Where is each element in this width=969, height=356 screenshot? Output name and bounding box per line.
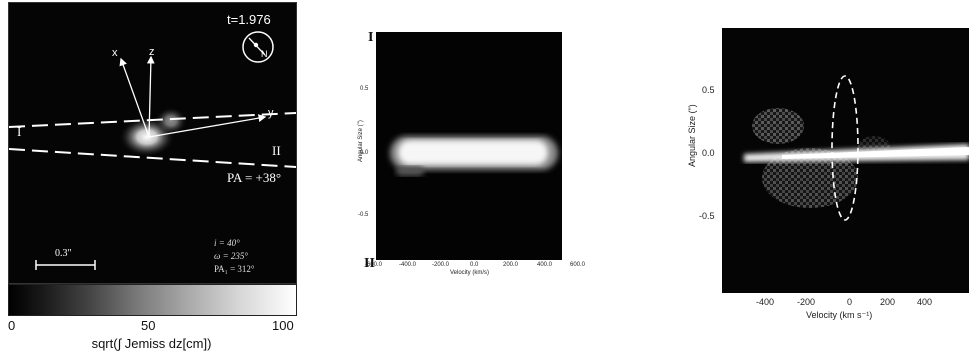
- axis-y-label: y: [268, 107, 274, 119]
- pv-xtick-200: 200.0: [503, 262, 519, 268]
- observed-pv-panel: [722, 28, 969, 293]
- simulation-image: [8, 31, 297, 270]
- compass-north-label: N: [261, 49, 268, 59]
- observed-pv-image: [744, 75, 969, 221]
- dashed-ellipse: [831, 75, 859, 221]
- pv-xtick-neg200: -200.0: [432, 262, 450, 268]
- slit-edge-upper: [8, 112, 297, 128]
- colorbar-tick-100: 100: [272, 318, 294, 333]
- slit-label-i: I: [17, 124, 22, 139]
- colorbar-label: sqrt(∫ Jemiss dz[cm]): [91, 336, 212, 351]
- pv-diagram-image: [390, 136, 558, 176]
- observed-xtick-200: 200: [880, 297, 896, 307]
- pv-xtick-400: 400.0: [537, 262, 553, 268]
- bright-streak-core: [782, 147, 969, 159]
- emission-clump-upper: [752, 108, 804, 144]
- compass-icon: [242, 31, 274, 63]
- axis-x-label: x: [112, 47, 118, 59]
- emission-halo: [155, 107, 187, 135]
- axis-x-arrow: [119, 57, 150, 138]
- param-inclination: i = 40°: [214, 238, 240, 248]
- observed-ylabel: Angular Size ("): [687, 104, 697, 167]
- axis-z-arrow: [146, 55, 155, 138]
- colorbar: [8, 284, 297, 316]
- colorbar-tick-50: 50: [141, 318, 156, 333]
- pv-xtick-neg400: -400.0: [399, 262, 417, 268]
- observed-ytick-0.0: 0.0: [702, 148, 715, 158]
- slit-edge-lower: [8, 148, 297, 168]
- pv-emission-tail: [396, 166, 424, 176]
- time-label: t=1.976: [227, 12, 271, 27]
- pv-xtick-600: 600.0: [570, 262, 586, 268]
- pv-ytick-0.5: 0.5: [360, 86, 369, 92]
- pv-diagram-panel: [376, 32, 562, 260]
- axis-y-arrow: [148, 114, 267, 138]
- observed-xlabel: Velocity (km s⁻¹): [806, 310, 873, 320]
- compass-center: [253, 42, 259, 48]
- param-omega: ω = 235°: [214, 251, 249, 261]
- observed-xtick-0: 0: [847, 297, 853, 307]
- pv-xtick-0: 0.0: [470, 262, 479, 268]
- observed-xtick-neg400: -400: [756, 297, 775, 307]
- colorbar-tick-0: 0: [8, 318, 16, 333]
- pa-label: PA = +38°: [227, 170, 282, 185]
- pv-xtick-neg600: -600.0: [365, 262, 383, 268]
- pv-xlabel: Velocity (km/s): [450, 270, 490, 276]
- param-position-angle: PA₁ = 312°: [214, 264, 255, 274]
- pv-ytick-neg0.5: -0.5: [358, 212, 369, 218]
- scale-label: 0.3": [55, 248, 72, 259]
- slit-label-ii: II: [272, 143, 281, 158]
- pv-label-i: I: [368, 30, 374, 45]
- simulation-panel: t=1.976 N x z y I II PA = +38° 0.3" i = …: [8, 2, 297, 284]
- observed-ytick-neg0.5: -0.5: [699, 211, 715, 221]
- pv-emission-core: [398, 140, 548, 165]
- observed-ytick-0.5: 0.5: [702, 85, 715, 95]
- observed-xtick-400: 400: [917, 297, 933, 307]
- pv-ytick-0.0: 0.0: [360, 150, 369, 156]
- axis-z-label: z: [149, 46, 155, 58]
- pv-label-ii: II: [364, 256, 375, 271]
- observed-xtick-neg200: -200: [797, 297, 816, 307]
- emission-clump-lower: [762, 148, 858, 208]
